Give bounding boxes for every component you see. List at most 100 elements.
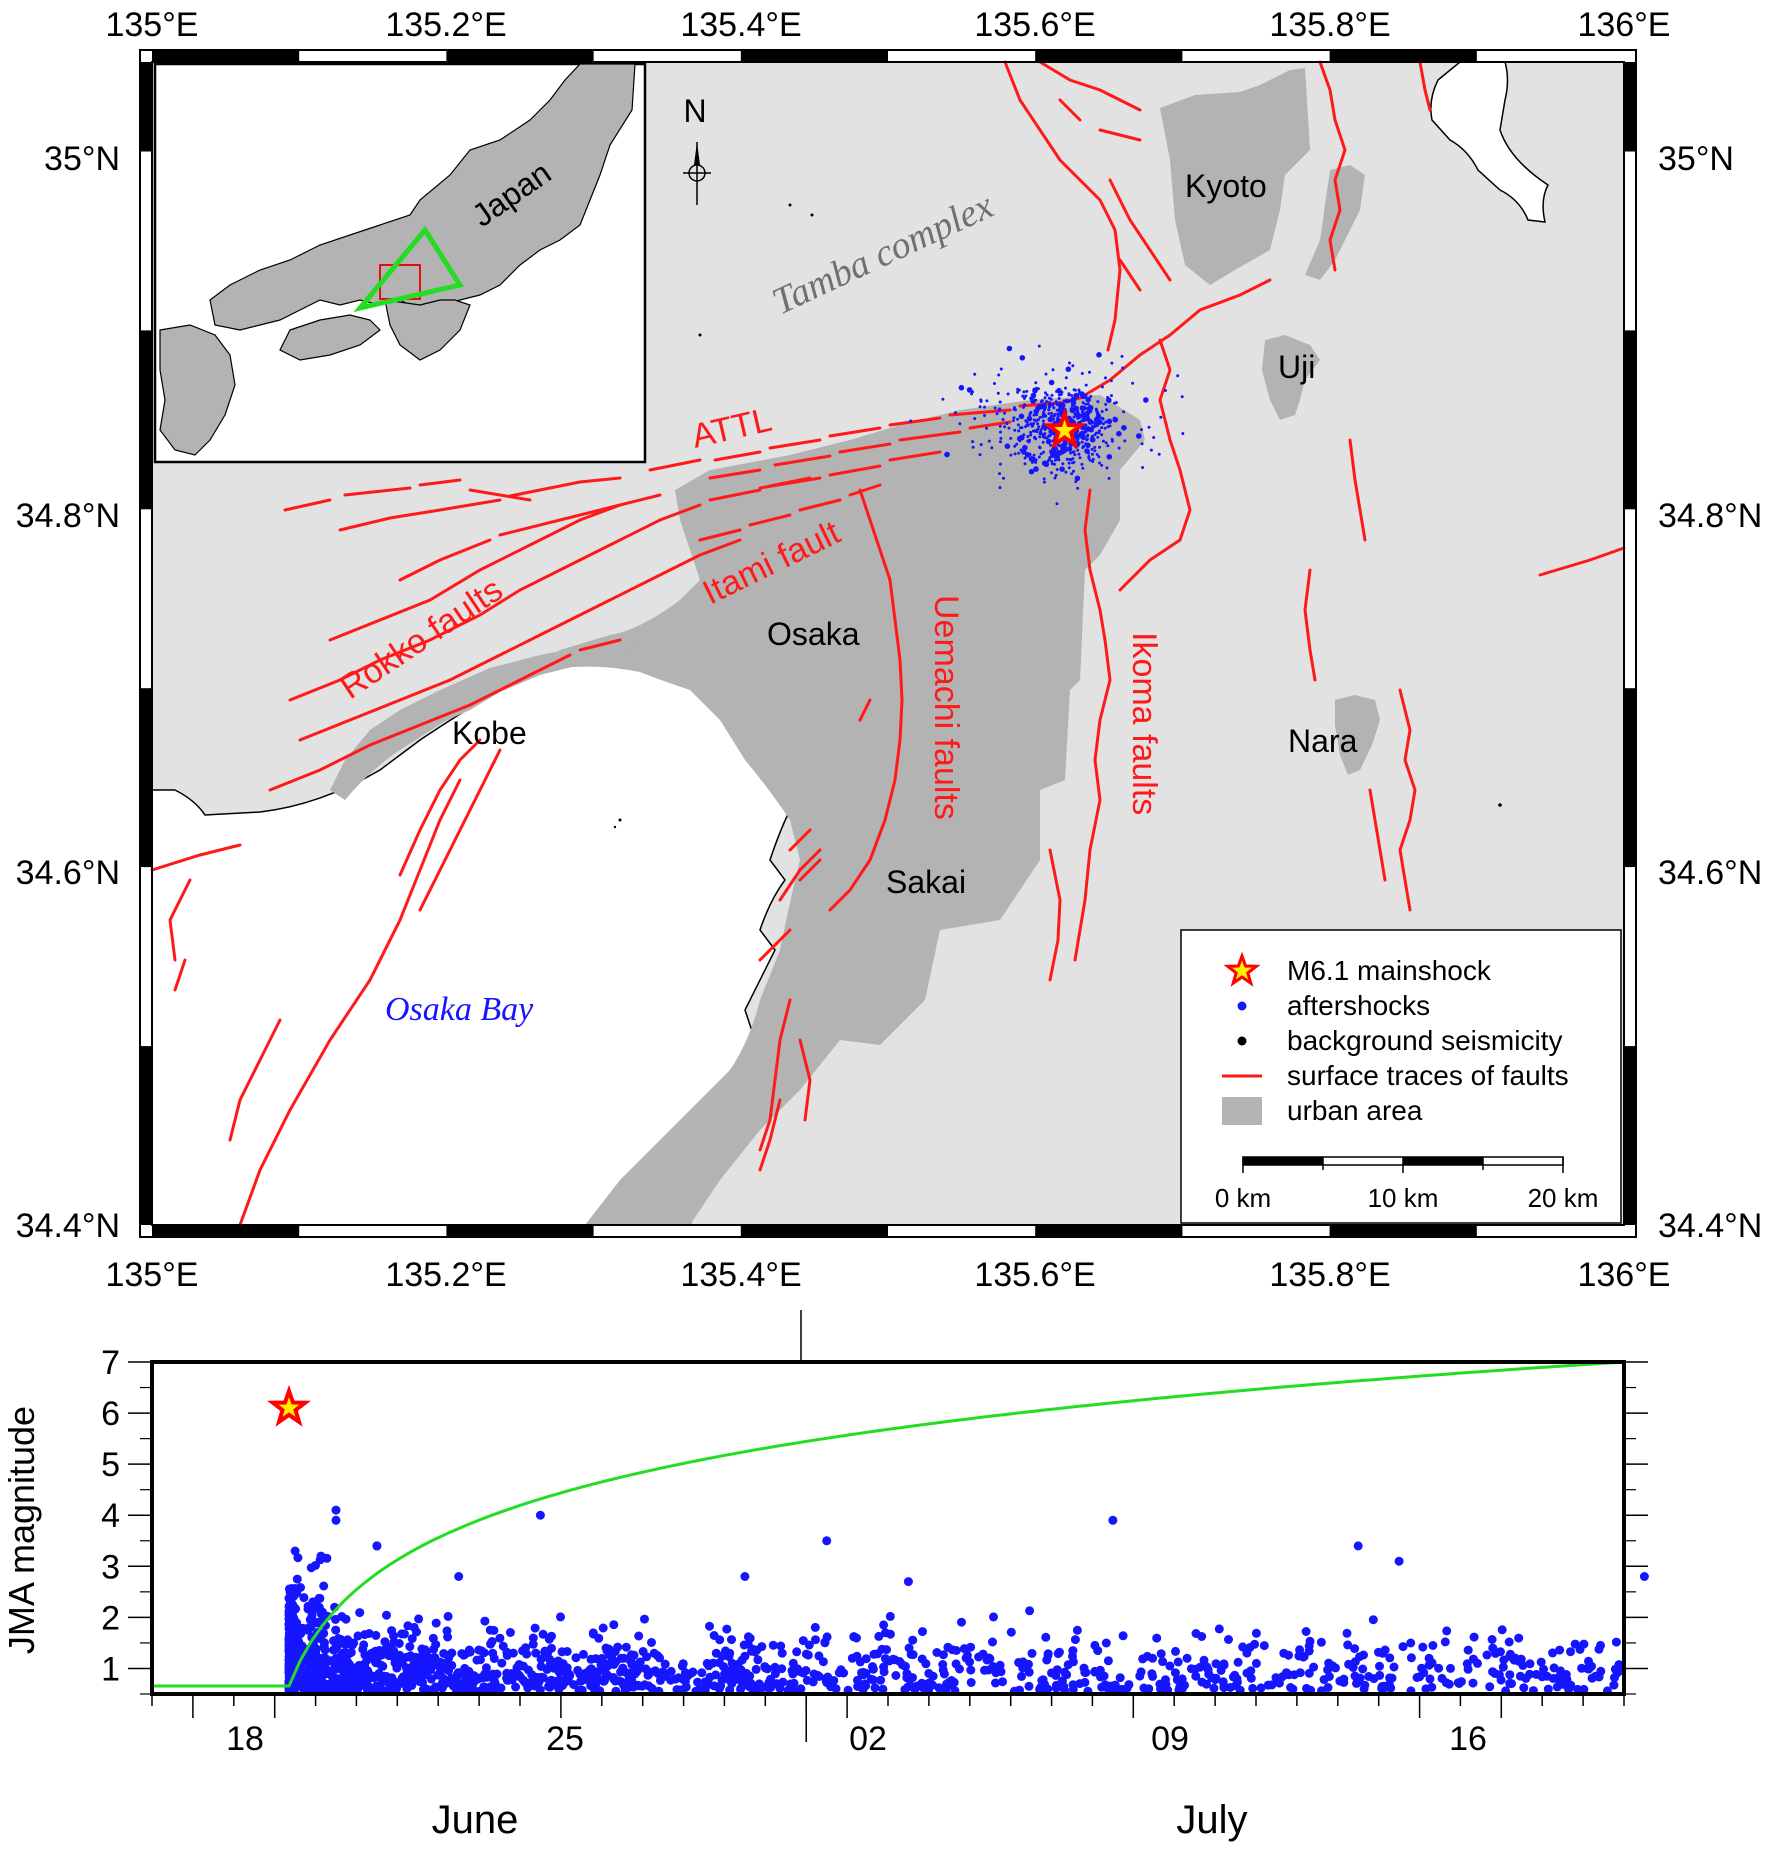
aftershock-dot: [1107, 476, 1111, 480]
aftershock-point: [1463, 1645, 1473, 1655]
aftershock-point: [576, 1676, 586, 1686]
aftershock-point: [776, 1641, 786, 1651]
aftershock-point: [724, 1652, 734, 1662]
aftershock-dot: [1034, 381, 1038, 385]
city-labels: Kyoto Uji Osaka Kobe Sakai Nara: [452, 168, 1358, 900]
aftershock-point: [512, 1663, 522, 1673]
aftershock-point: [535, 1510, 545, 1520]
aftershock-dot: [1080, 372, 1084, 375]
aftershock-dot: [1036, 422, 1040, 426]
aftershock-point: [888, 1654, 898, 1664]
aftershock-dot: [1024, 452, 1031, 458]
inset-honshu: [209, 63, 636, 331]
aftershock-point: [1427, 1658, 1437, 1668]
lat-tick-left-3: 34.4°N: [16, 1207, 120, 1245]
aftershock-point: [1232, 1677, 1242, 1687]
aftershock-dot: [1066, 400, 1070, 404]
aftershock-dot: [1087, 455, 1091, 458]
aftershock-dot: [1039, 428, 1043, 432]
aftershock-dot: [1070, 400, 1077, 406]
mainshock-star: [1042, 407, 1087, 450]
inset-green-triangle: [353, 225, 465, 313]
aftershock-point: [901, 1661, 910, 1671]
aftershock-dot: [999, 440, 1002, 444]
aftershock-point: [1504, 1637, 1514, 1647]
aftershock-point: [1267, 1680, 1277, 1690]
aftershock-point: [727, 1635, 736, 1645]
aftershock-point: [354, 1660, 364, 1670]
aftershock-point: [1148, 1653, 1158, 1663]
aftershock-point: [454, 1572, 464, 1581]
aftershock-dot: [1023, 456, 1027, 460]
aftershock-dot: [1152, 436, 1156, 439]
aftershock-dot: [1082, 430, 1086, 434]
aftershock-dot: [1058, 405, 1061, 408]
chart-axes: [128, 1361, 1648, 1742]
aftershock-point: [316, 1609, 326, 1619]
aftershock-dot: [966, 387, 973, 393]
aftershock-dot: [1095, 410, 1099, 414]
aftershock-point: [1251, 1628, 1261, 1638]
aftershock-point: [855, 1657, 865, 1667]
aftershock-dot: [1050, 448, 1054, 452]
aftershock-dot: [998, 462, 1002, 466]
aftershock-point: [1440, 1637, 1450, 1647]
aftershock-point: [1585, 1662, 1595, 1672]
aftershock-point: [1053, 1649, 1063, 1659]
aftershock-point: [1639, 1572, 1649, 1581]
aftershock-point: [1375, 1661, 1384, 1671]
aftershock-dot: [1041, 440, 1045, 444]
aftershock-dot: [1074, 480, 1078, 484]
aftershock-dot: [1157, 452, 1161, 456]
aftershock-point: [1610, 1664, 1620, 1674]
aftershock-dot: [1038, 431, 1042, 435]
aftershock-dot: [1104, 402, 1108, 406]
aftershock-dot: [1032, 456, 1036, 460]
aftershock-point: [1549, 1663, 1559, 1673]
aftershock-dot: [1106, 397, 1112, 404]
aftershock-dot: [958, 422, 962, 426]
aftershock-dot: [1081, 396, 1085, 400]
aftershock-dot: [1025, 421, 1029, 424]
aftershock-point: [678, 1659, 688, 1669]
aftershock-dot: [1025, 389, 1029, 393]
aftershock-dot: [1088, 370, 1091, 374]
aftershock-point: [293, 1553, 303, 1563]
aftershock-dot: [1049, 443, 1052, 447]
aftershock-point: [1203, 1665, 1213, 1675]
aftershock-dot: [985, 399, 989, 403]
aftershock-point: [314, 1668, 324, 1678]
aftershock-dot: [1050, 393, 1054, 397]
aftershock-dot: [1022, 403, 1026, 407]
aftershock-point: [477, 1646, 487, 1656]
aftershock-point: [1525, 1669, 1535, 1679]
y-tick-7: 7: [101, 1344, 120, 1382]
aftershock-point: [909, 1684, 919, 1693]
aftershock-point: [1566, 1647, 1575, 1657]
aftershock-dot: [971, 390, 974, 394]
aftershock-point: [879, 1662, 889, 1672]
aftershock-point: [562, 1647, 572, 1656]
aftershock-point: [1446, 1663, 1455, 1673]
aftershock-point: [531, 1648, 541, 1658]
aftershock-dot: [1004, 443, 1011, 450]
aftershock-point: [336, 1635, 346, 1644]
aftershock-point: [596, 1675, 606, 1685]
aftershock-dot: [998, 424, 1002, 428]
legend-label-urban: urban area: [1287, 1095, 1423, 1126]
aftershock-dot: [1074, 411, 1081, 418]
aftershock-dot: [1084, 402, 1088, 406]
urban-kobe: [330, 640, 640, 800]
aftershock-dot: [1009, 453, 1013, 457]
aftershock-point: [1286, 1683, 1296, 1692]
aftershock-dot: [978, 453, 982, 457]
legend-label-faults: surface traces of faults: [1287, 1060, 1569, 1091]
aftershock-dot: [1023, 462, 1027, 466]
aftershock-point: [1070, 1635, 1080, 1645]
aftershock-point: [857, 1668, 866, 1678]
aftershock-point: [1488, 1643, 1498, 1653]
aftershock-point: [1525, 1659, 1535, 1669]
aftershock-point: [947, 1676, 957, 1685]
black-dot-icon: [1237, 1036, 1247, 1046]
aftershock-point: [1259, 1641, 1269, 1651]
